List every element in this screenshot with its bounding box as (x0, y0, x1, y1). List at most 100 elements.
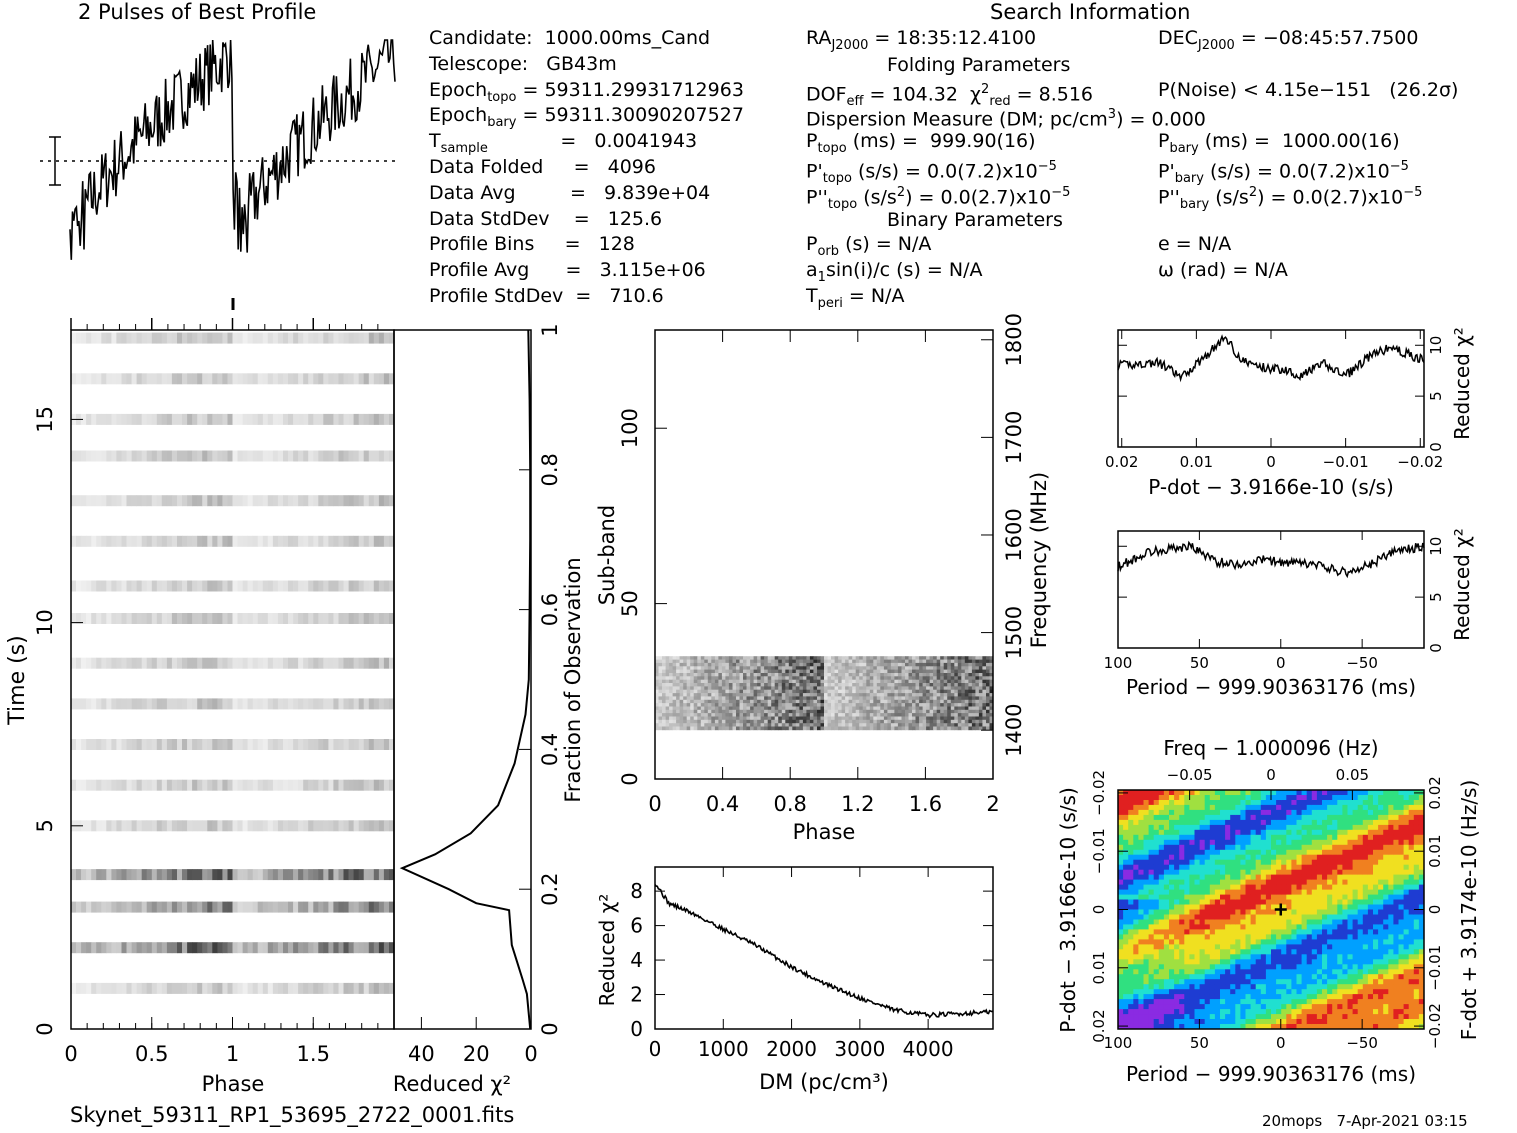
subband-cell (845, 659, 849, 664)
subband-cell (831, 666, 835, 670)
subband-cell (792, 726, 797, 731)
map-cell (1230, 814, 1236, 821)
map-cell (1235, 854, 1241, 861)
subint-cell (343, 535, 349, 547)
map-cell (1225, 795, 1231, 801)
map-cell (1128, 984, 1134, 990)
subband-cell (919, 709, 923, 714)
subband-cell (852, 662, 857, 667)
map-cell (1179, 944, 1185, 950)
subband-cell (922, 693, 927, 697)
subint-cell (237, 613, 243, 624)
map-cell (1128, 949, 1134, 955)
subband-cell (693, 726, 698, 731)
subband-cell (795, 689, 800, 694)
map-cell (1158, 1019, 1165, 1025)
map-cell (1250, 909, 1257, 915)
map-cell (1118, 804, 1124, 811)
subband-cell (739, 686, 744, 691)
subband-cell (961, 706, 966, 711)
subint-cell (293, 413, 299, 425)
subband-cell (961, 726, 966, 731)
subband-cell (774, 693, 779, 697)
map-cell (1199, 829, 1206, 836)
map-cell (1204, 849, 1211, 856)
subint-cell (262, 495, 269, 507)
subint-cell (303, 869, 309, 881)
subband-cell (736, 676, 740, 680)
subband-cell (725, 706, 730, 711)
map-cell (1179, 914, 1185, 920)
subint-cell (373, 535, 380, 547)
subband-cell (950, 719, 955, 724)
map-cell (1158, 944, 1165, 950)
subint-cell (151, 901, 158, 913)
subband-cell (831, 706, 835, 711)
subband-cell (788, 726, 793, 731)
subband-cell (845, 673, 849, 677)
map-cell (1194, 934, 1200, 940)
map-cell (1179, 795, 1185, 801)
subint-cell (257, 373, 264, 385)
map-cell (1189, 899, 1195, 905)
subband-cell (890, 709, 895, 714)
subband-cell (746, 679, 751, 684)
map-cell (1169, 839, 1175, 846)
map-cell (1235, 959, 1241, 965)
map-cell (1240, 864, 1246, 871)
map-cell (1163, 869, 1170, 876)
map-cell (1230, 889, 1236, 895)
subband-cell (669, 676, 673, 680)
map-cell (1260, 934, 1267, 940)
subband-cell (827, 699, 832, 704)
subband-cell (781, 666, 786, 670)
subband-cell (912, 676, 916, 680)
map-cell (1271, 800, 1277, 806)
subband-cell (943, 673, 948, 677)
subint-cell (338, 869, 344, 881)
subint-cell (328, 901, 334, 913)
map-cell (1184, 874, 1190, 880)
subband-cell (964, 666, 969, 670)
subband-cell (986, 669, 990, 674)
map-cell (1235, 884, 1241, 890)
subint-cell (197, 450, 203, 462)
subint-cell (101, 613, 107, 624)
subband-cell (968, 719, 973, 724)
subband-cell (697, 689, 702, 694)
subint-cell (353, 657, 359, 669)
subint-cell (131, 450, 137, 462)
subband-cell (975, 673, 980, 677)
map-cell (1225, 1019, 1231, 1025)
subint-cell (318, 413, 324, 425)
map-cell (1153, 795, 1160, 801)
map-cell (1153, 889, 1160, 895)
subband-cell (859, 656, 864, 660)
map-cell (1153, 899, 1160, 905)
map-cell (1138, 934, 1144, 940)
subint-cell (101, 373, 107, 385)
subint-cell (303, 413, 309, 425)
map-cell (1153, 1019, 1160, 1025)
map-cell (1128, 859, 1134, 866)
subband-cell (947, 713, 952, 717)
subint-cell (217, 580, 223, 592)
subband-cell (908, 689, 913, 694)
map-cell (1271, 954, 1277, 960)
subband-cell (922, 703, 927, 707)
map-cell (1163, 914, 1170, 920)
subband-cell (887, 662, 892, 667)
subband-cell (887, 689, 892, 694)
subband-cell (809, 726, 814, 731)
subband-cell (725, 716, 730, 721)
map-cell (1189, 949, 1195, 955)
subint-cell (252, 901, 259, 913)
subband-cell (841, 666, 846, 670)
plot-frame (1117, 530, 1425, 649)
subband-cell (697, 693, 702, 697)
map-cell (1128, 1014, 1134, 1020)
subband-cell (655, 683, 659, 687)
subband-cell (922, 666, 927, 670)
subband-cell (957, 723, 962, 727)
map-cell (1153, 869, 1160, 876)
